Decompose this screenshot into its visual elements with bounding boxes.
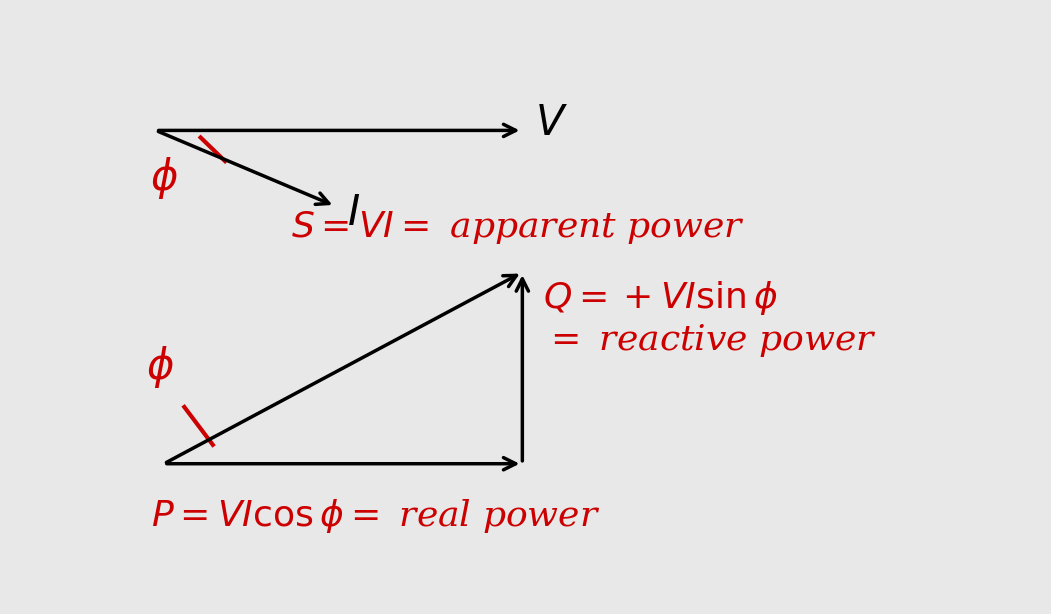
Text: $=$ reactive power: $=$ reactive power — [542, 322, 877, 359]
Text: $I$: $I$ — [347, 192, 360, 234]
Text: $\phi$: $\phi$ — [146, 344, 174, 390]
Text: $\phi$: $\phi$ — [150, 155, 178, 201]
Text: $S = VI =$ apparent power: $S = VI =$ apparent power — [291, 209, 745, 246]
Text: $V$: $V$ — [535, 103, 568, 144]
Text: $Q = +VI\sin\phi$: $Q = +VI\sin\phi$ — [542, 279, 778, 317]
Text: $P = VI\cos\phi =$ real power: $P = VI\cos\phi =$ real power — [151, 497, 600, 535]
